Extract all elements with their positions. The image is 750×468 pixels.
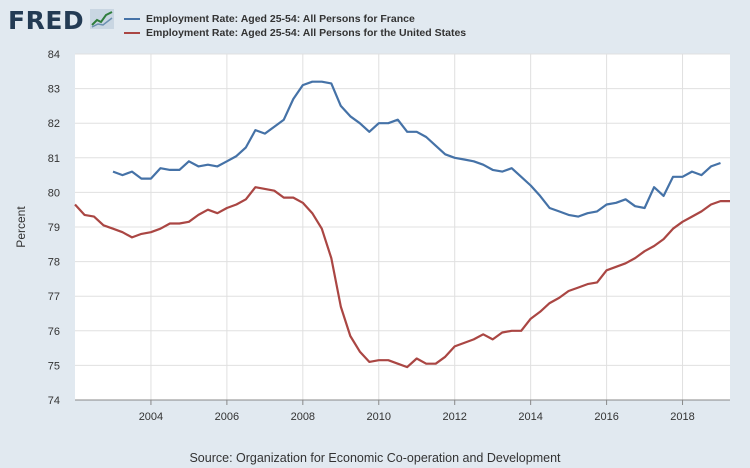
x-tick-label: 2010 bbox=[367, 411, 391, 423]
legend-swatch-united-states bbox=[124, 32, 140, 34]
x-tick-label: 2006 bbox=[215, 411, 239, 423]
header: FRED Employment Rate: Aged 25-54: All Pe… bbox=[0, 0, 750, 44]
y-tick-label: 82 bbox=[48, 118, 60, 130]
fred-logo[interactable]: FRED bbox=[8, 6, 85, 35]
y-axis-ticks: 74 75 76 77 78 79 80 81 82 83 84 bbox=[48, 49, 60, 407]
y-tick-label: 79 bbox=[48, 222, 60, 234]
x-tick-label: 2012 bbox=[442, 411, 466, 423]
y-tick-label: 81 bbox=[48, 153, 60, 165]
y-tick-label: 83 bbox=[48, 84, 60, 96]
y-tick-label: 77 bbox=[48, 291, 60, 303]
chart-line-icon bbox=[90, 9, 114, 29]
x-tick-label: 2016 bbox=[594, 411, 618, 423]
series-line-france[interactable] bbox=[112, 80, 721, 218]
legend-item-france[interactable]: Employment Rate: Aged 25-54: All Persons… bbox=[124, 12, 466, 26]
legend-label-france: Employment Rate: Aged 25-54: All Persons… bbox=[146, 13, 415, 25]
x-axis-ticks: 2004 2006 2008 2010 2012 2014 2016 2018 bbox=[75, 399, 730, 423]
y-tick-label: 75 bbox=[48, 360, 60, 372]
x-tick-label: 2014 bbox=[518, 411, 542, 423]
y-tick-label: 84 bbox=[48, 49, 60, 61]
x-tick-label: 2008 bbox=[291, 411, 315, 423]
series-line-united-states[interactable] bbox=[74, 186, 730, 369]
legend-swatch-france bbox=[124, 18, 140, 20]
legend-item-united-states[interactable]: Employment Rate: Aged 25-54: All Persons… bbox=[124, 26, 466, 40]
y-tick-label: 80 bbox=[48, 187, 60, 199]
legend-label-united-states: Employment Rate: Aged 25-54: All Persons… bbox=[146, 27, 467, 39]
x-tick-label: 2018 bbox=[670, 411, 694, 423]
y-tick-label: 78 bbox=[48, 257, 60, 269]
legend: Employment Rate: Aged 25-54: All Persons… bbox=[124, 12, 466, 40]
y-tick-label: 76 bbox=[48, 326, 60, 338]
y-tick-label: 74 bbox=[48, 395, 60, 407]
source-note: Source: Organization for Economic Co-ope… bbox=[189, 451, 561, 465]
x-tick-label: 2004 bbox=[139, 411, 163, 423]
y-axis-label: Percent bbox=[14, 206, 28, 248]
series-lines bbox=[74, 80, 730, 369]
